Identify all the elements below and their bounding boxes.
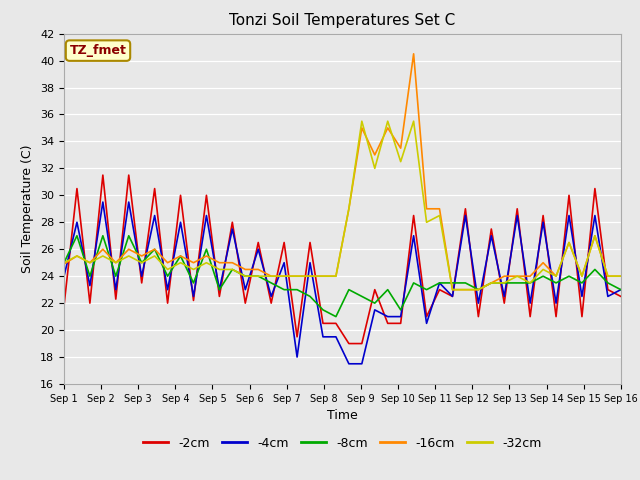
Title: Tonzi Soil Temperatures Set C: Tonzi Soil Temperatures Set C	[229, 13, 456, 28]
Y-axis label: Soil Temperature (C): Soil Temperature (C)	[22, 144, 35, 273]
Legend: -2cm, -4cm, -8cm, -16cm, -32cm: -2cm, -4cm, -8cm, -16cm, -32cm	[138, 432, 547, 455]
X-axis label: Time: Time	[327, 409, 358, 422]
Text: TZ_fmet: TZ_fmet	[70, 44, 127, 57]
